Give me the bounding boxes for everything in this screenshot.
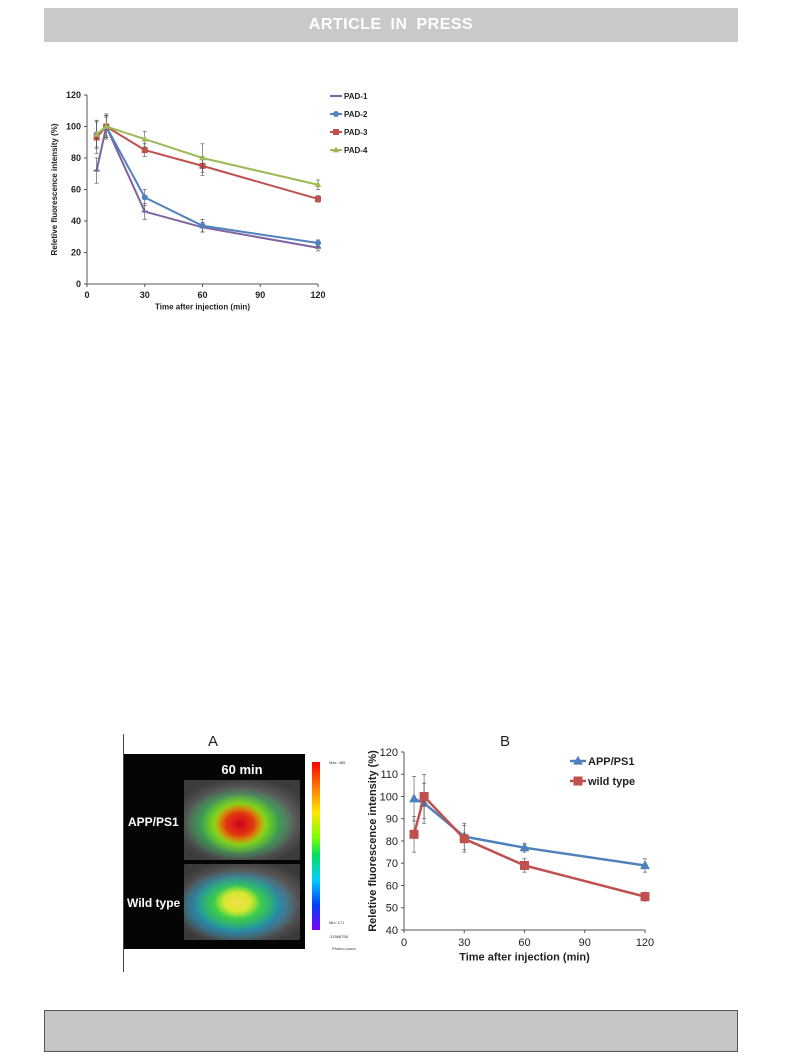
data-point bbox=[93, 130, 100, 137]
row-label-app-ps1: APP/PS1 bbox=[128, 815, 179, 829]
y-tick-label: 100 bbox=[66, 122, 81, 132]
y-tick-label: 40 bbox=[386, 925, 398, 937]
article-in-press-banner: ARTICLE IN PRESS bbox=[44, 8, 738, 42]
x-tick-label: 30 bbox=[458, 937, 470, 949]
data-point bbox=[314, 181, 322, 188]
y-tick-label: 60 bbox=[71, 185, 81, 195]
pad-fluorescence-chart: 0 20 40 60 80 100 120 0 30 60 90 120 Time after inje… bbox=[50, 90, 368, 312]
x-tick-label: 30 bbox=[140, 290, 150, 300]
y-tick-label: 80 bbox=[386, 836, 398, 848]
legend-label: PAD-1 bbox=[344, 92, 368, 101]
x-tick-label: 0 bbox=[84, 290, 89, 300]
y-tick-label: 40 bbox=[71, 216, 81, 226]
panel-label-b: B bbox=[500, 733, 510, 750]
data-point bbox=[640, 860, 650, 870]
x-axis-label: Time after injection (min) bbox=[459, 951, 590, 963]
panel-labels: A B bbox=[208, 733, 510, 750]
y-tick-label: 120 bbox=[66, 90, 81, 100]
legend-label: APP/PS1 bbox=[588, 756, 634, 768]
y-axis-label: Reletive fluorescence intensity (%) bbox=[50, 123, 59, 255]
data-point bbox=[199, 154, 206, 161]
footer-box bbox=[44, 1010, 738, 1052]
data-point bbox=[315, 195, 321, 202]
y-tick-label: 50 bbox=[386, 903, 398, 915]
x-tick-label: 90 bbox=[579, 937, 591, 949]
legend-label: PAD-4 bbox=[344, 146, 368, 155]
y-tick-label: 0 bbox=[76, 279, 81, 289]
data-point bbox=[409, 829, 419, 839]
series-line-1 bbox=[412, 794, 646, 898]
y-tick-label: 60 bbox=[386, 880, 398, 892]
data-point bbox=[459, 834, 469, 844]
colorbar-max-label: Max: 485 bbox=[329, 760, 346, 765]
data-point bbox=[315, 240, 321, 247]
y-tick-label: 80 bbox=[71, 153, 81, 163]
x-tick-label: 60 bbox=[518, 937, 530, 949]
panel-label-a: A bbox=[208, 733, 218, 750]
legend-marker bbox=[332, 146, 340, 153]
colorbar-scale-label: 31568758 bbox=[330, 934, 348, 939]
data-point bbox=[141, 135, 149, 142]
y-tick-label: 100 bbox=[380, 791, 398, 803]
data-point bbox=[141, 147, 148, 154]
y-tick-label: 90 bbox=[386, 814, 398, 826]
brain-scan-app-ps1 bbox=[184, 780, 300, 860]
y-tick-label: 20 bbox=[71, 248, 81, 258]
data-point bbox=[141, 194, 148, 201]
series-line-0 bbox=[413, 797, 646, 867]
legend-marker bbox=[333, 111, 339, 117]
intensity-colorbar bbox=[312, 762, 320, 930]
legend-marker bbox=[573, 776, 583, 786]
data-point bbox=[199, 222, 206, 229]
legend-label: PAD-2 bbox=[344, 110, 368, 119]
x-tick-label: 0 bbox=[401, 937, 407, 949]
data-point bbox=[519, 842, 530, 852]
y-tick-label: 70 bbox=[386, 858, 398, 870]
x-tick-label: 60 bbox=[197, 290, 207, 300]
data-point bbox=[409, 793, 419, 803]
data-point bbox=[102, 122, 110, 129]
data-point bbox=[640, 892, 650, 902]
data-point bbox=[520, 860, 529, 870]
colorbar-units-label: Photon count bbox=[332, 946, 356, 951]
row-label-wild-type: Wild type bbox=[127, 896, 181, 910]
legend-marker bbox=[573, 755, 583, 765]
x-tick-label: 120 bbox=[310, 290, 325, 300]
x-tick-label: 90 bbox=[255, 290, 265, 300]
brain-scan-wild-type bbox=[184, 864, 300, 940]
colorbar-min-label: Min: 171 bbox=[329, 920, 345, 925]
y-tick-label: 120 bbox=[380, 747, 398, 759]
figure-divider bbox=[123, 734, 124, 972]
y-tick-label: 110 bbox=[380, 769, 398, 781]
y-axis-label: Reletive fluorescence intensity (%) bbox=[367, 750, 379, 932]
legend-marker bbox=[333, 129, 339, 135]
legend-label: wild type bbox=[587, 776, 635, 788]
x-tick-label: 120 bbox=[636, 937, 654, 949]
x-axis-label: Time after injection (min) bbox=[155, 303, 250, 312]
image-time-label: 60 min bbox=[221, 762, 263, 777]
data-point bbox=[419, 792, 429, 801]
legend-label: PAD-3 bbox=[344, 128, 368, 137]
